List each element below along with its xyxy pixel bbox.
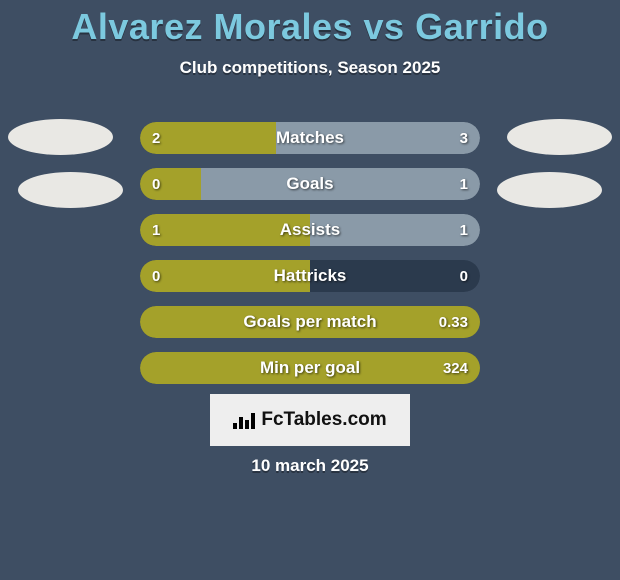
player-left-oval-2 <box>18 172 123 208</box>
stat-fill-right <box>310 214 480 246</box>
stat-fill-left <box>140 352 480 384</box>
stat-fill-left <box>140 260 310 292</box>
logo-text: FcTables.com <box>261 409 386 431</box>
stat-row: Goals per match0.33 <box>140 306 480 338</box>
comparison-infographic: Alvarez Morales vs Garrido Club competit… <box>0 0 620 580</box>
subtitle: Club competitions, Season 2025 <box>0 58 620 78</box>
stat-fill-left <box>140 168 201 200</box>
stat-fill-left <box>140 122 276 154</box>
stat-fill-right <box>276 122 480 154</box>
player-left-oval-1 <box>8 119 113 155</box>
stat-fill-right <box>201 168 480 200</box>
stat-fill-left <box>140 214 310 246</box>
stat-row: Matches23 <box>140 122 480 154</box>
player-right-oval-2 <box>497 172 602 208</box>
logo-box: FcTables.com <box>210 394 410 446</box>
stat-row: Goals01 <box>140 168 480 200</box>
stat-rows: Matches23 Goals01 Assists11 Hattricks00 Goal… <box>140 122 480 398</box>
date-line: 10 march 2025 <box>0 456 620 476</box>
stat-row: Assists11 <box>140 214 480 246</box>
player-right-oval-1 <box>507 119 612 155</box>
stat-row: Min per goal324 <box>140 352 480 384</box>
stat-row: Hattricks00 <box>140 260 480 292</box>
logo-bars-icon <box>233 411 255 429</box>
page-title: Alvarez Morales vs Garrido <box>0 0 620 48</box>
stat-fill-left <box>140 306 480 338</box>
